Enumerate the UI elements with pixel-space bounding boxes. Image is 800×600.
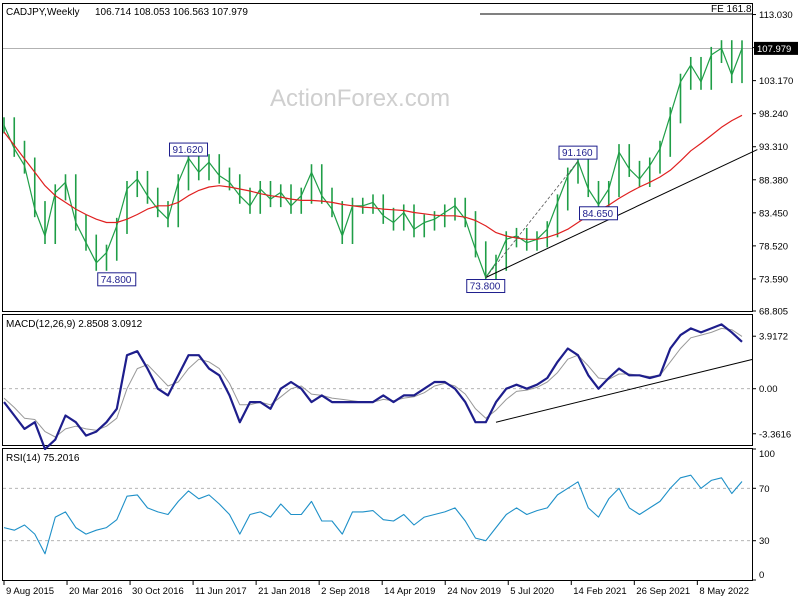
macd-line: [3, 323, 743, 451]
price-annotation-box: [97, 272, 137, 287]
x-axis-tick-label: 2 Sep 2018: [321, 586, 370, 597]
x-axis-tick-label: 26 Sep 2021: [636, 586, 690, 597]
rsi-title: RSI(14) 75.2016: [6, 453, 80, 464]
price-y-axis: 113.030108.100103.17098.24093.31088.3808…: [752, 10, 798, 318]
chart-symbol: CADJPY,Weekly: [6, 7, 80, 18]
x-axis-tick-label: 21 Jan 2018: [258, 586, 310, 597]
rsi-y-tick-label: 0: [759, 570, 764, 581]
price-annotation-label: 91.620: [173, 145, 204, 156]
x-axis-tick-label: 5 Jul 2020: [510, 586, 554, 597]
x-axis-tick-label: 9 Aug 2015: [6, 586, 54, 597]
rsi-panel-frame: [2, 448, 753, 581]
rsi-y-tick-label: 100: [759, 449, 775, 460]
price-y-tick-label: 78.520: [759, 241, 788, 252]
moving-average-line: [3, 114, 743, 240]
rsi-series-group: [3, 474, 743, 555]
macd-y-tick-label: 3.9172: [759, 332, 788, 343]
fib-extension-label: FE 161.8: [711, 4, 752, 15]
price-trendline: [485, 149, 758, 278]
watermark: ActionForex.com: [270, 85, 450, 112]
price-y-tick-label: 93.310: [759, 142, 788, 153]
price-annotation-label: 84.650: [583, 209, 614, 220]
price-annotation-label: 74.800: [101, 275, 132, 286]
price-y-tick-label: 88.380: [759, 175, 788, 186]
x-axis-tick-label: 20 Mar 2016: [69, 586, 122, 597]
x-axis-tick-label: 24 Nov 2019: [447, 586, 501, 597]
macd-y-tick-label: 0.00: [759, 384, 778, 395]
price-panel-frame: [2, 3, 753, 312]
price-annotation-label: 73.800: [470, 282, 501, 293]
macd-series-group: [3, 323, 753, 451]
price-annotations: 74.800 91.620 73.800 91.160 84.650: [97, 142, 618, 294]
macd-panel-frame: [2, 314, 753, 446]
macd-title: MACD(12,26,9) 2.8508 3.0912: [6, 319, 143, 330]
price-y-tick-label: 113.030: [759, 10, 793, 21]
macd-y-tick-label: -3.3616: [759, 429, 791, 440]
price-y-tick-label: 83.450: [759, 208, 788, 219]
x-axis-tick-label: 14 Feb 2021: [573, 586, 626, 597]
price-series-group: [3, 40, 758, 286]
rsi-line: [3, 474, 743, 555]
current-price-box: [754, 41, 798, 55]
chart-ohlc: 106.714 108.053 106.563 107.979: [95, 7, 248, 18]
x-axis: 9 Aug 2015 20 Mar 2016 30 Oct 2016 11 Jun 2…: [3, 580, 749, 597]
macd-trendline: [495, 358, 753, 423]
price-annotation-box: [466, 279, 506, 294]
x-axis-tick-label: 8 May 2022: [699, 586, 749, 597]
price-annotation-box: [169, 142, 208, 157]
price-y-tick-label: 68.805: [759, 307, 788, 318]
price-y-tick-label: 103.170: [759, 76, 793, 87]
rsi-y-axis: 100 70 30 0: [3, 448, 775, 581]
price-annotation-box: [558, 145, 598, 160]
rsi-y-tick-label: 70: [759, 484, 770, 495]
price-y-tick-label: 73.590: [759, 274, 788, 285]
current-price-label: 107.979: [757, 44, 791, 55]
price-series-line: [3, 47, 743, 279]
price-annotation-box: [579, 206, 618, 221]
price-annotation-label: 91.160: [562, 148, 593, 159]
rsi-y-tick-label: 30: [759, 536, 770, 547]
x-axis-tick-label: 11 Jun 2017: [195, 586, 247, 597]
x-axis-tick-label: 14 Apr 2019: [384, 586, 435, 597]
x-axis-tick-label: 30 Oct 2016: [132, 586, 184, 597]
price-y-tick-label: 98.240: [759, 109, 788, 120]
macd-y-axis: 3.9172 0.00 -3.3616: [3, 332, 791, 440]
price-grid: [3, 13, 752, 49]
